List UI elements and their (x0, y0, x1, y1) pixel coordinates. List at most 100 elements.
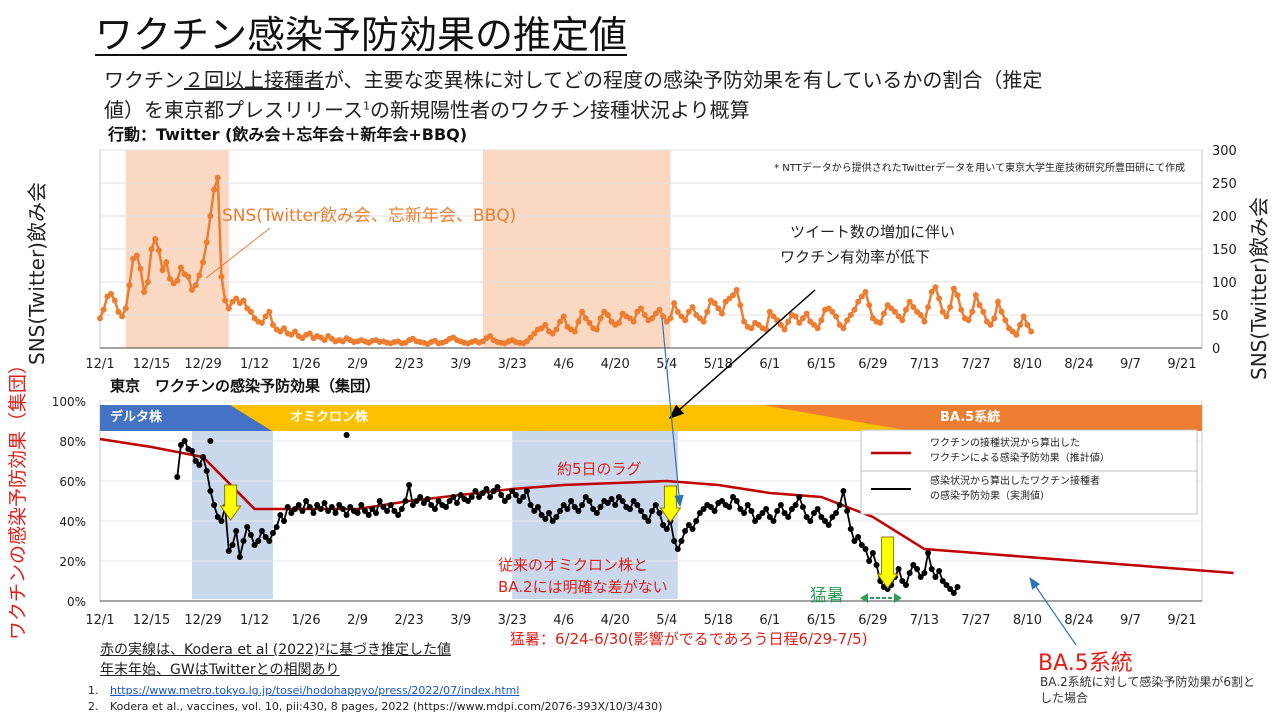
top-series-point (814, 325, 821, 332)
bottom-measured-point (200, 454, 207, 460)
bottom-measured-point (391, 508, 398, 514)
bottom-measured-point (954, 584, 961, 590)
bottom-measured-point (450, 494, 457, 500)
bottom-measured-point (442, 504, 449, 510)
bottom-measured-point (575, 508, 582, 514)
bottom-measured-point (527, 502, 534, 508)
top-xtick-label: 7/13 (910, 357, 939, 372)
top-series-point (969, 308, 976, 315)
bottom-measured-point (509, 488, 516, 494)
bottom-measured-point (431, 506, 438, 512)
bottom-measured-point (579, 502, 586, 508)
annotation-lag: 約5日のラグ (557, 460, 642, 478)
ref1-link[interactable]: https://www.metro.tokyo.lg.jp/tosei/hodo… (110, 684, 520, 697)
top-series-point (222, 297, 229, 304)
heat-span-right-head (894, 593, 902, 603)
top-xtick-label: 8/24 (1064, 357, 1093, 372)
top-series-point (189, 286, 196, 293)
bottom-measured-point (932, 574, 939, 580)
top-series-point (899, 317, 906, 324)
bottom-measured-point (361, 508, 368, 514)
bottom-measured-point (847, 526, 854, 532)
subtitle-part-c: が、主要な変異株に対してどの程度の感染予防効果を有しているかの割合（推定 (324, 68, 1043, 92)
top-xtick-label: 6/15 (807, 357, 836, 372)
bottom-measured-point (373, 510, 380, 516)
top-xtick-label: 6/1 (759, 357, 780, 372)
bottom-measured-point (398, 506, 405, 512)
bottom-measured-point (402, 498, 409, 504)
bottom-measured-point (674, 546, 681, 552)
ref2-text: Kodera et al., vaccines, vol. 10, pii:43… (110, 700, 663, 713)
top-series-label-leader (205, 227, 271, 279)
top-series-point (925, 304, 932, 311)
bottom-measured-point (950, 590, 957, 596)
bottom-measured-point (347, 504, 354, 510)
top-chart-title: 行動：Twitter (飲み会＋忘年会＋新年会+BBQ) (107, 125, 467, 144)
top-series-point (159, 267, 166, 274)
top-series-point (877, 319, 884, 326)
top-xtick-label: 9/21 (1167, 357, 1196, 372)
bottom-measured-point (866, 558, 873, 564)
bottom-measured-point (545, 510, 552, 516)
bottom-measured-point (590, 506, 597, 512)
bottom-measured-point (303, 498, 310, 504)
bottom-measured-point (225, 548, 232, 554)
bottom-measured-point (925, 550, 932, 556)
bottom-xtick-label: 5/18 (704, 613, 733, 628)
bottom-measured-point (796, 494, 803, 500)
bottom-xtick-label: 12/29 (184, 613, 221, 628)
bottom-ytick-label: 100% (52, 395, 86, 409)
subtitle-line-1: ワクチン２回以上接種者が、主要な変異株に対してどの程度の感染予防効果を有している… (104, 64, 1042, 93)
ref2-num: 2. (88, 700, 99, 713)
bottom-measured-point (240, 538, 247, 544)
top-series-point (597, 315, 604, 322)
top-ytick-label: 250 (1212, 177, 1237, 192)
top-series-point (575, 318, 582, 325)
bottom-measured-point (192, 458, 199, 464)
bottom-measured-point (428, 502, 435, 508)
bottom-measured-point (542, 516, 549, 522)
bottom-measured-point (682, 528, 689, 534)
band-omicron-label: オミクロン株 (290, 409, 369, 425)
bottom-measured-point (380, 504, 387, 510)
top-series-point (803, 310, 810, 317)
bottom-xtick-label: 9/7 (1120, 613, 1141, 628)
bottom-measured-point (737, 506, 744, 512)
bottom-measured-point (781, 510, 788, 516)
bottom-measured-point (395, 512, 402, 518)
top-series-point (144, 279, 151, 285)
top-series-point (1002, 317, 1009, 324)
top-series-point (292, 328, 299, 335)
bottom-measured-point (707, 504, 714, 510)
bottom-measured-point (244, 524, 251, 530)
bottom-measured-point (538, 512, 545, 518)
bottom-measured-point (947, 586, 954, 592)
legend-estimate-line2: ワクチンによる感染予防効果（推計値） (930, 451, 1110, 464)
top-series-point (770, 313, 777, 320)
bottom-measured-point (928, 566, 935, 572)
top-series-point (225, 305, 232, 312)
top-series-point (527, 334, 534, 341)
bottom-measured-point (730, 494, 737, 500)
page-title: ワクチン感染予防効果の推定値 (95, 13, 628, 57)
top-series-point (840, 325, 847, 332)
bottom-xtick-label: 2/9 (347, 613, 368, 628)
bottom-measured-point (718, 498, 725, 504)
bottom-measured-point (214, 514, 221, 520)
bottom-xtick-label: 3/23 (498, 613, 527, 628)
top-series-point (932, 284, 939, 291)
top-series-point (689, 304, 696, 311)
bottom-measured-point (317, 506, 324, 512)
top-series-point (785, 318, 792, 325)
bottom-measured-point (656, 510, 663, 516)
top-series-point (141, 288, 148, 295)
bottom-measured-point (557, 508, 564, 514)
bottom-measured-point (608, 496, 615, 502)
note-twitter-correlation: 年末年始、GWはTwitterとの相関あり (100, 662, 340, 678)
top-series-point (748, 325, 755, 332)
subtitle-part-b: ２回以上接種者 (184, 68, 324, 92)
bottom-measured-point (818, 514, 825, 520)
top-series-point (166, 275, 173, 282)
